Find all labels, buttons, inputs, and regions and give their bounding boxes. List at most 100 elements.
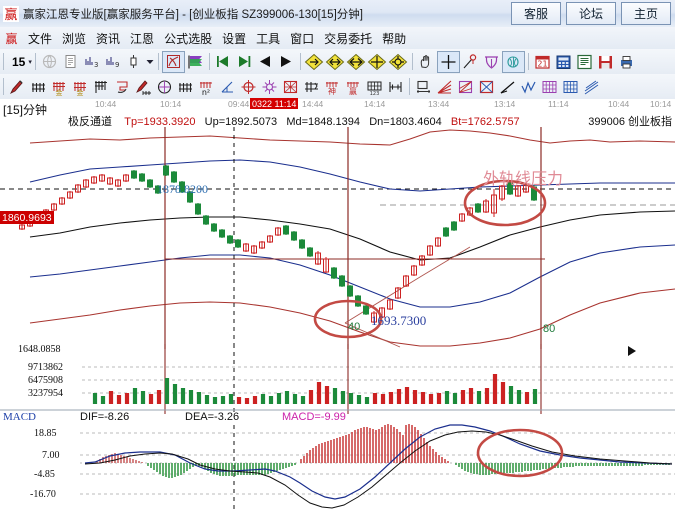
save-icon[interactable]: [595, 52, 616, 72]
chart-area[interactable]: 10:44 10:14 09:44 0322 11:14 14:44 14:14…: [0, 98, 675, 513]
chevron-down-icon: ▾: [28, 58, 32, 66]
svg-text:n²: n²: [202, 88, 210, 96]
candle-dropdown-arrow-icon[interactable]: [144, 52, 155, 72]
spiral-icon[interactable]: [112, 77, 133, 97]
svg-text:神: 神: [328, 86, 336, 96]
price-chart-svg: [0, 127, 675, 349]
period-value: 15: [12, 54, 26, 69]
red-box-icon[interactable]: [476, 77, 497, 97]
macd-panel[interactable]: MACD DIF=-8.26 DEA=-3.26 MACD=-9.99 18.8…: [0, 411, 675, 513]
circle-ruler-icon[interactable]: [154, 77, 175, 97]
indicator-name: 极反通道: [68, 116, 112, 128]
report-icon[interactable]: [574, 52, 595, 72]
macd-dif-value: DIF=-8.26: [80, 411, 130, 423]
grid-square2-icon[interactable]: [560, 77, 581, 97]
grid-square-icon[interactable]: [539, 77, 560, 97]
n2-square-icon[interactable]: n²: [196, 77, 217, 97]
menu-item-tools[interactable]: 工具: [256, 31, 281, 46]
indicator-bt: Bt=1762.5757: [450, 116, 520, 128]
next-arrow-icon[interactable]: [276, 52, 297, 72]
menu-item-settings[interactable]: 设置: [222, 31, 247, 46]
red-fan-icon[interactable]: [434, 77, 455, 97]
document-icon[interactable]: [60, 52, 81, 72]
diamond-right-icon[interactable]: [325, 52, 346, 72]
menu-item-gann[interactable]: 江恩: [130, 31, 155, 46]
pen-ruler-icon[interactable]: [133, 77, 154, 97]
pattern-red-icon[interactable]: [161, 50, 185, 73]
gold-ratio-1-icon[interactable]: 金: [49, 77, 70, 97]
calendar-icon[interactable]: 21: [532, 52, 553, 72]
bars-sub3-icon[interactable]: 3: [81, 52, 102, 72]
time-tick: 10:14: [160, 99, 182, 109]
parallel-lines-icon[interactable]: [581, 77, 602, 97]
menu-item-help[interactable]: 帮助: [382, 31, 407, 46]
radial-icon[interactable]: [259, 77, 280, 97]
trend-line-icon[interactable]: [497, 77, 518, 97]
price-axis-label: 1648.0858: [18, 344, 61, 355]
grid-123-icon[interactable]: 123: [364, 77, 385, 97]
menu-item-window[interactable]: 窗口: [290, 31, 315, 46]
svg-text:3: 3: [94, 61, 98, 69]
time-tick: 09:44: [228, 99, 250, 109]
annotation-price-1878: 1878.8200: [157, 182, 208, 196]
printer-icon[interactable]: [616, 52, 637, 72]
bars-sub9-icon[interactable]: 9: [102, 52, 123, 72]
rect-ruler-icon[interactable]: [413, 77, 434, 97]
ying-icon[interactable]: 赢: [343, 77, 364, 97]
calculator-icon[interactable]: [553, 52, 574, 72]
grid-lines-icon[interactable]: [28, 77, 49, 97]
globe-disabled-icon[interactable]: [39, 52, 60, 72]
gann-box-icon[interactable]: [280, 77, 301, 97]
pen-red-icon[interactable]: [7, 77, 28, 97]
menu-item-formula-stock-pick[interactable]: 公式选股: [164, 31, 213, 46]
diamond-out-icon[interactable]: [367, 52, 388, 72]
span-icon[interactable]: [385, 77, 406, 97]
period-selector[interactable]: 15 ▾: [10, 53, 32, 71]
brain-icon[interactable]: [501, 50, 525, 73]
volume-axis-label: 3237954: [28, 388, 63, 399]
time-tick: 11:14: [548, 99, 569, 109]
customer-service-button[interactable]: 客服: [511, 2, 561, 25]
toolbar-separator: [3, 53, 4, 70]
forum-button[interactable]: 论坛: [566, 2, 616, 25]
candle-icon[interactable]: [123, 52, 144, 72]
gold-ratio-2-icon[interactable]: 金: [70, 77, 91, 97]
crosshair-icon[interactable]: [436, 50, 460, 73]
diamond-left-icon[interactable]: [304, 52, 325, 72]
menu-item-browse[interactable]: 浏览: [62, 31, 87, 46]
svg-text:金: 金: [56, 88, 63, 96]
diamond-in-icon[interactable]: [388, 52, 409, 72]
menu-item-trade-order[interactable]: 交易委托: [324, 31, 373, 46]
toolbar-separator: [3, 78, 4, 95]
svg-text:9: 9: [115, 61, 119, 69]
target-cross-icon[interactable]: [238, 77, 259, 97]
diamond-both-icon[interactable]: [346, 52, 367, 72]
indicator-tp: Tp=1933.3920: [124, 116, 196, 128]
indicator-md: Md=1848.1394: [286, 116, 361, 128]
menu-item-file[interactable]: 文件: [28, 31, 53, 46]
prev-arrow-icon[interactable]: [255, 52, 276, 72]
menu-bar: 赢 文件 浏览 资讯 江恩 公式选股 设置 工具 窗口 交易委托 帮助: [0, 27, 675, 50]
last-record-icon[interactable]: [234, 52, 255, 72]
homepage-button[interactable]: 主页: [621, 2, 671, 25]
angle-icon[interactable]: [217, 77, 238, 97]
annotation-gann-40: 40: [348, 321, 361, 333]
shen-icon[interactable]: 神: [322, 77, 343, 97]
hand-pan-icon[interactable]: [416, 52, 437, 72]
menu-item-news[interactable]: 资讯: [96, 31, 121, 46]
toolbar-separator: [208, 53, 210, 70]
speed-lines-icon[interactable]: [455, 77, 476, 97]
macd-macd-value: MACD=-9.99: [282, 411, 346, 423]
price-panel[interactable]: 1860.9693 外轨线压力 1693.7300 1878.8200 40 8…: [0, 127, 675, 349]
point-marker-icon[interactable]: [460, 52, 481, 72]
first-record-icon[interactable]: [213, 52, 234, 72]
volume-chart-svg: [0, 344, 675, 414]
gann-fan-icon[interactable]: [481, 52, 502, 72]
grid-hash-icon[interactable]: [175, 77, 196, 97]
svg-text:赢: 赢: [4, 7, 17, 22]
volume-panel[interactable]: 1648.0858 9713862 6475908 3237954: [0, 344, 675, 414]
hash-bars-icon[interactable]: [301, 77, 322, 97]
fibonacci-icon[interactable]: [91, 77, 112, 97]
flag-color-icon[interactable]: [185, 52, 206, 72]
zigzag-icon[interactable]: [518, 77, 539, 97]
